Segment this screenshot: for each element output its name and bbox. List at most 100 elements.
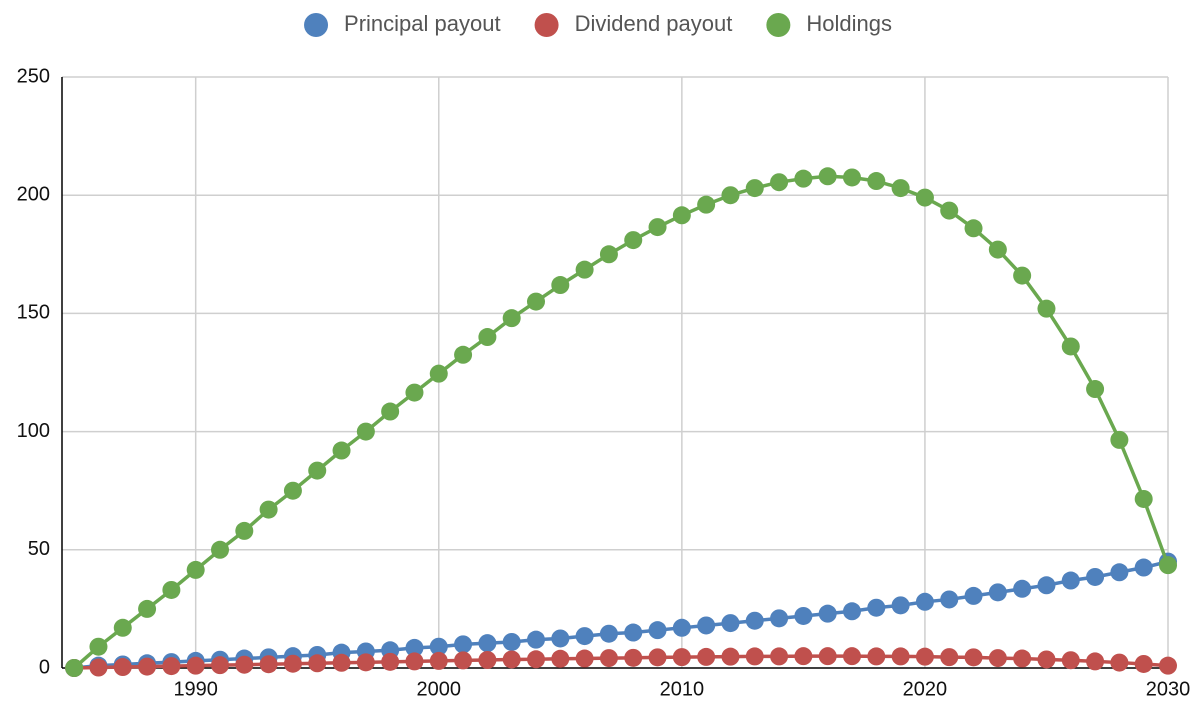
y-tick-label: 100 — [17, 420, 50, 442]
x-tick-label: 2020 — [903, 678, 948, 700]
data-point — [575, 649, 594, 668]
data-point — [1134, 654, 1153, 673]
data-point — [964, 586, 983, 605]
y-tick-label: 50 — [28, 538, 50, 560]
data-point — [113, 658, 132, 677]
data-point — [162, 657, 181, 676]
legend-swatch — [766, 13, 791, 37]
data-point — [745, 179, 764, 198]
data-point — [527, 630, 545, 649]
data-point — [381, 652, 400, 671]
data-point — [551, 649, 570, 668]
data-point — [770, 647, 789, 666]
data-point — [89, 658, 108, 677]
x-tick-label: 2030 — [1146, 678, 1191, 700]
data-point — [721, 614, 740, 633]
y-tick-label: 250 — [17, 65, 50, 87]
data-point — [235, 655, 254, 674]
series-line — [73, 174, 1170, 670]
data-point — [867, 598, 886, 617]
data-point — [697, 195, 716, 214]
data-point — [915, 647, 934, 666]
data-point — [211, 656, 229, 675]
data-point — [988, 649, 1007, 668]
data-point — [429, 637, 448, 656]
data-point — [65, 659, 84, 677]
data-point — [332, 441, 351, 460]
data-point — [332, 653, 351, 672]
data-point — [721, 186, 740, 205]
data-point — [283, 654, 302, 673]
legend-swatch — [304, 13, 329, 37]
data-point — [113, 618, 132, 637]
data-point — [405, 383, 424, 402]
data-point — [1134, 558, 1153, 577]
data-point — [138, 599, 157, 618]
data-point — [599, 624, 618, 643]
series-line — [74, 654, 1169, 670]
data-point — [575, 260, 594, 279]
data-point — [162, 580, 181, 599]
data-point — [1037, 299, 1056, 318]
data-point — [624, 648, 643, 667]
data-point — [770, 173, 789, 192]
data-point — [186, 656, 205, 675]
data-point — [575, 627, 594, 646]
data-point — [1013, 579, 1032, 598]
data-point — [624, 623, 643, 642]
y-tick-label: 150 — [17, 302, 50, 324]
data-point — [502, 650, 521, 669]
data-point — [478, 650, 497, 669]
data-point — [770, 609, 789, 628]
data-point — [915, 592, 934, 611]
data-point — [988, 583, 1007, 602]
data-point — [648, 648, 667, 667]
data-point — [843, 647, 861, 666]
data-point — [1061, 337, 1080, 356]
data-point — [259, 500, 278, 519]
data-point — [502, 309, 521, 328]
data-point — [891, 596, 910, 615]
data-point — [672, 206, 691, 225]
data-point — [235, 521, 254, 540]
data-point — [1110, 430, 1129, 449]
data-point — [867, 647, 886, 666]
data-point — [429, 651, 448, 670]
data-point — [405, 652, 424, 671]
data-point — [940, 201, 959, 220]
data-point — [672, 618, 691, 637]
data-point — [818, 647, 837, 666]
legend: Principal payout Dividend payout Holdings — [304, 11, 892, 37]
data-point — [356, 653, 375, 672]
data-point — [818, 604, 837, 623]
data-point — [1013, 649, 1032, 668]
x-tick-label: 2010 — [660, 678, 705, 700]
data-point — [794, 169, 813, 188]
data-point — [940, 590, 959, 609]
series — [65, 647, 1177, 677]
data-point — [794, 606, 813, 625]
data-point — [1013, 266, 1032, 285]
data-point — [551, 629, 570, 648]
data-point — [648, 621, 667, 640]
data-point — [405, 638, 424, 657]
data-point — [867, 172, 886, 191]
x-tick-label: 1990 — [173, 678, 218, 700]
data-point — [1086, 652, 1105, 671]
data-point — [356, 422, 375, 441]
data-point — [478, 634, 497, 653]
data-point — [964, 648, 983, 667]
legend-swatch — [534, 13, 559, 37]
data-point — [259, 655, 278, 674]
data-point — [672, 648, 691, 667]
data-point — [891, 179, 910, 198]
data-point — [454, 345, 473, 364]
data-point — [940, 648, 959, 667]
data-point — [454, 635, 473, 654]
y-tick-label: 0 — [39, 656, 50, 678]
data-point — [138, 657, 157, 676]
data-point — [429, 364, 448, 383]
data-point — [745, 611, 764, 630]
